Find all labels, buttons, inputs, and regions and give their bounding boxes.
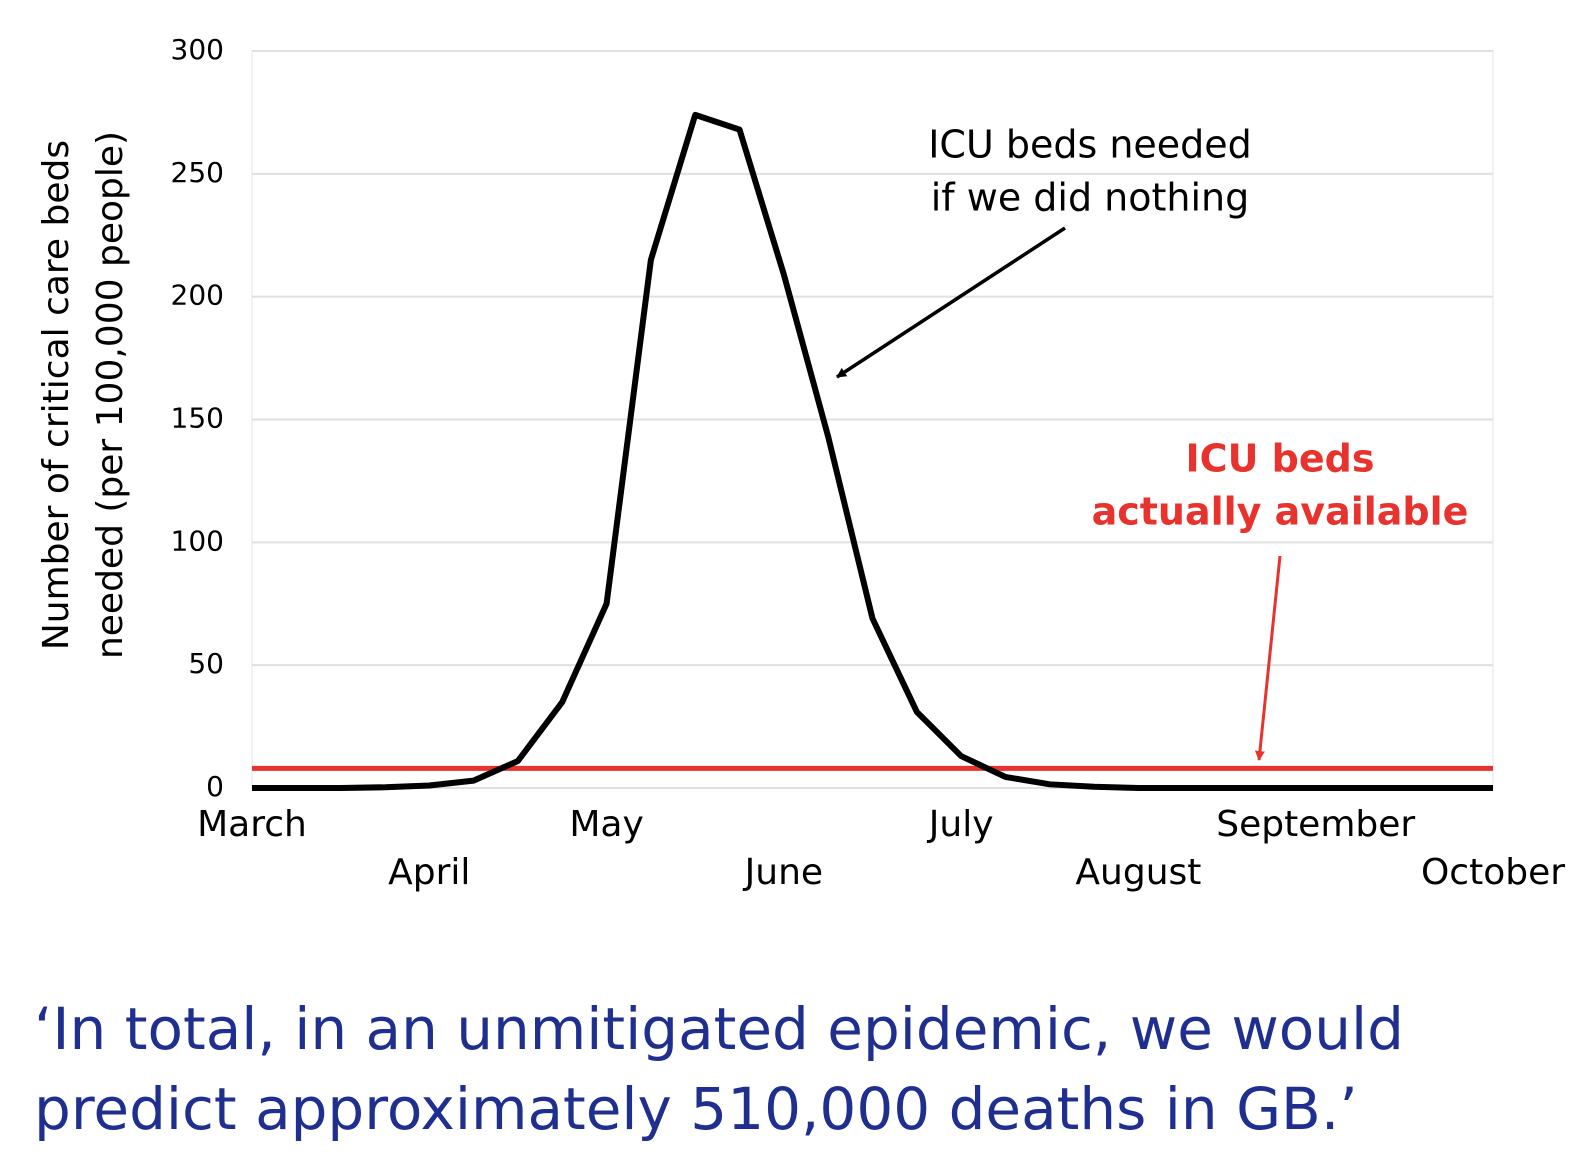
annotation: actually available <box>1092 490 1469 534</box>
y-tick-label: 200 <box>171 279 224 312</box>
series-line <box>252 111 1493 791</box>
annotation-arrow <box>1254 555 1282 761</box>
x-tick-label: September <box>1216 804 1415 845</box>
x-tick-label: October <box>1421 852 1565 893</box>
x-tick-label: March <box>197 804 307 845</box>
annotation: if we did nothing <box>931 176 1250 220</box>
x-tick-label: August <box>1075 852 1201 893</box>
x-tick-label: April <box>388 852 470 893</box>
y-tick-label: 100 <box>171 524 224 557</box>
x-tick-label: May <box>569 804 643 845</box>
y-tick-label: 300 <box>171 33 224 66</box>
y-tick-label: 250 <box>171 156 224 189</box>
annotation: ICU beds <box>1186 437 1375 481</box>
y-axis-label: needed (per 100,000 people) <box>90 131 131 659</box>
x-tick-label: July <box>927 804 994 845</box>
y-tick-label: 0 <box>206 770 224 803</box>
x-tick-label: June <box>743 852 823 893</box>
caption: ‘In total, in an unmitigated epidemic, w… <box>34 995 1404 1063</box>
annotation: ICU beds needed <box>928 123 1252 167</box>
annotation-arrow <box>836 226 1066 379</box>
y-axis-label: Number of critical care beds <box>36 140 77 650</box>
y-tick-label: 50 <box>188 647 224 680</box>
caption: predict approximately 510,000 deaths in … <box>34 1075 1358 1143</box>
y-tick-label: 150 <box>171 402 224 435</box>
